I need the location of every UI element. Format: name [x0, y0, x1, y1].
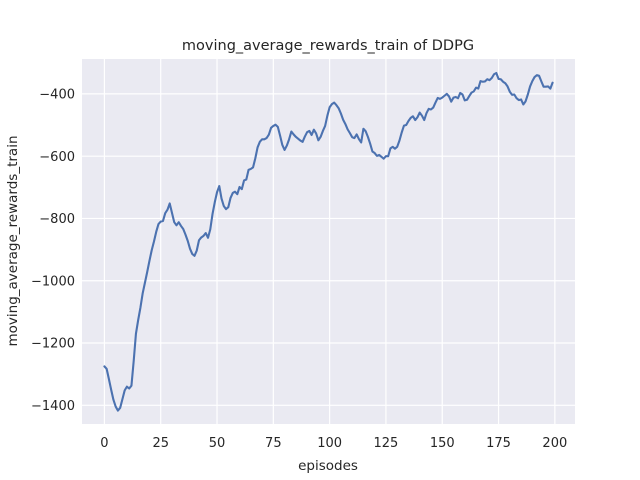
y-tick-labels: −400 −600 −800 −1000 −1200 −1400 — [31, 87, 75, 413]
y-tick-label: −400 — [39, 87, 75, 102]
chart-title: moving_average_rewards_train of DDPG — [182, 38, 474, 54]
x-tick-label: 100 — [317, 436, 342, 451]
reward-line-series — [103, 71, 554, 412]
x-tick-label: 150 — [430, 436, 455, 451]
x-tick-label: 25 — [152, 436, 169, 451]
x-tick-label: 200 — [542, 436, 567, 451]
gridlines — [82, 59, 575, 424]
x-tick-label: 175 — [486, 436, 511, 451]
x-tick-label: 125 — [374, 436, 399, 451]
x-tick-label: 0 — [100, 436, 108, 451]
y-tick-label: −600 — [39, 150, 75, 165]
y-axis-label: moving_average_rewards_train — [5, 135, 21, 346]
x-tick-label: 75 — [265, 436, 282, 451]
y-tick-label: −800 — [39, 212, 75, 227]
axes-background — [82, 59, 575, 424]
x-tick-labels: 0 25 50 75 100 125 150 175 200 — [100, 436, 567, 451]
y-tick-label: −1400 — [31, 399, 75, 414]
x-axis-label: episodes — [298, 458, 358, 474]
y-tick-label: −1000 — [31, 274, 75, 289]
y-tick-label: −1200 — [31, 337, 75, 352]
x-tick-label: 50 — [209, 436, 226, 451]
